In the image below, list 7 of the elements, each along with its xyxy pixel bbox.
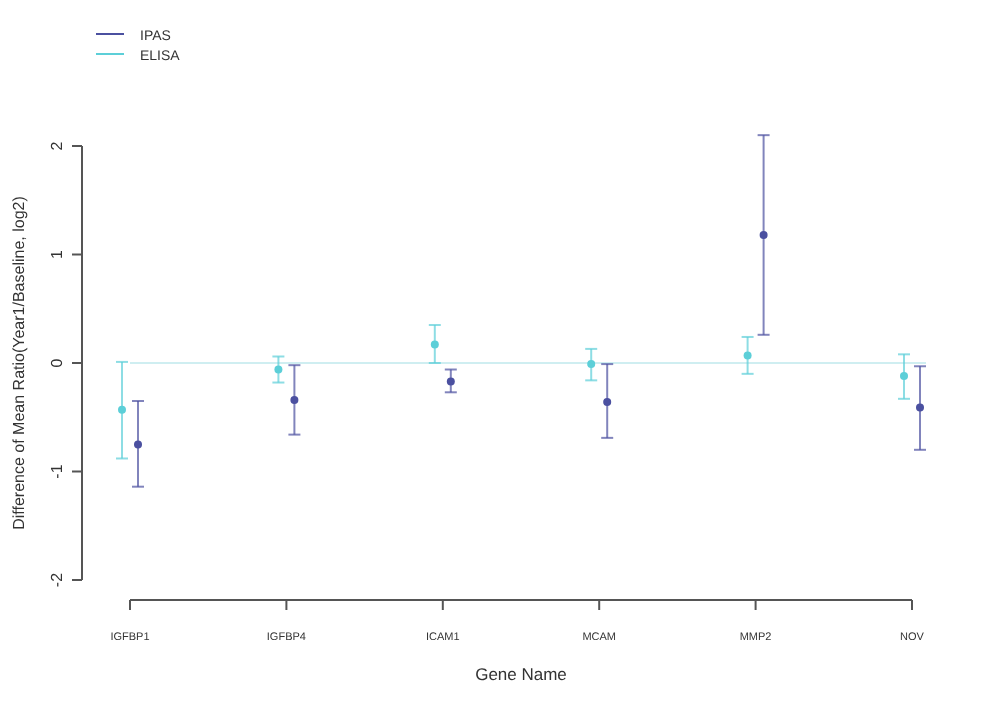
y-tick-label: 1 xyxy=(48,248,66,259)
y-tick-label: -2 xyxy=(48,571,66,588)
y-tick-label: 2 xyxy=(48,140,66,151)
y-axis-title: Difference of Mean Ratio(Year1/Baseline, log2) xyxy=(10,195,28,530)
x-axis-title: Gene Name xyxy=(475,664,568,684)
y-tick-label: -1 xyxy=(48,463,66,479)
y-tick-label: 0 xyxy=(48,357,66,368)
